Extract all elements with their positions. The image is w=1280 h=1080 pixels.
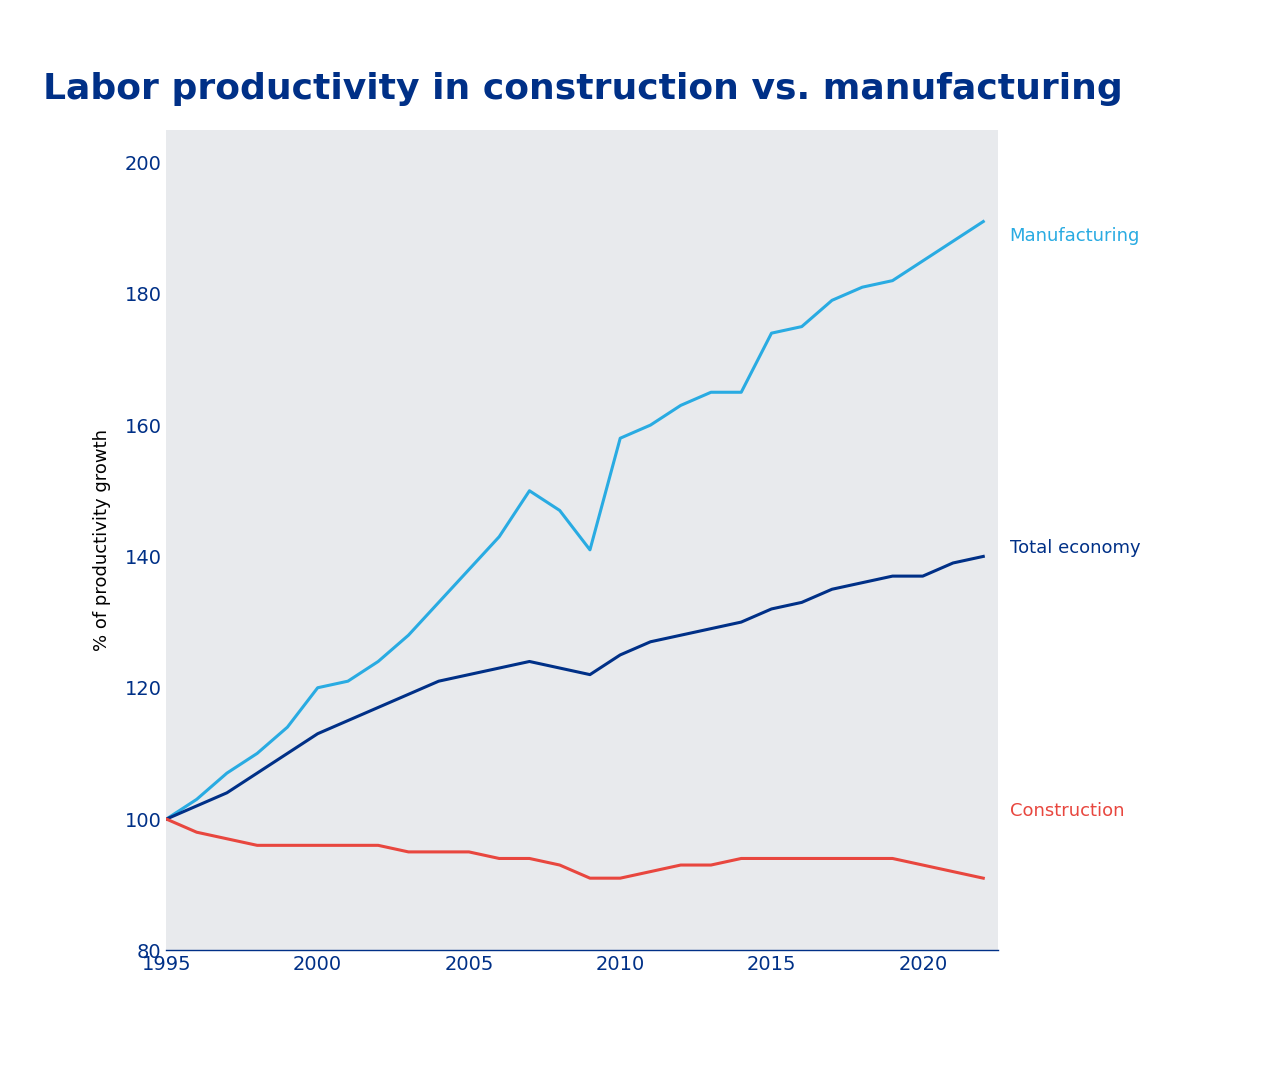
Text: Manufacturing: Manufacturing <box>1010 227 1140 245</box>
Y-axis label: % of productivity growth: % of productivity growth <box>92 429 110 651</box>
Title: Labor productivity in construction vs. manufacturing: Labor productivity in construction vs. m… <box>42 72 1123 106</box>
Text: Total economy: Total economy <box>1010 539 1140 557</box>
Text: Construction: Construction <box>1010 801 1124 820</box>
